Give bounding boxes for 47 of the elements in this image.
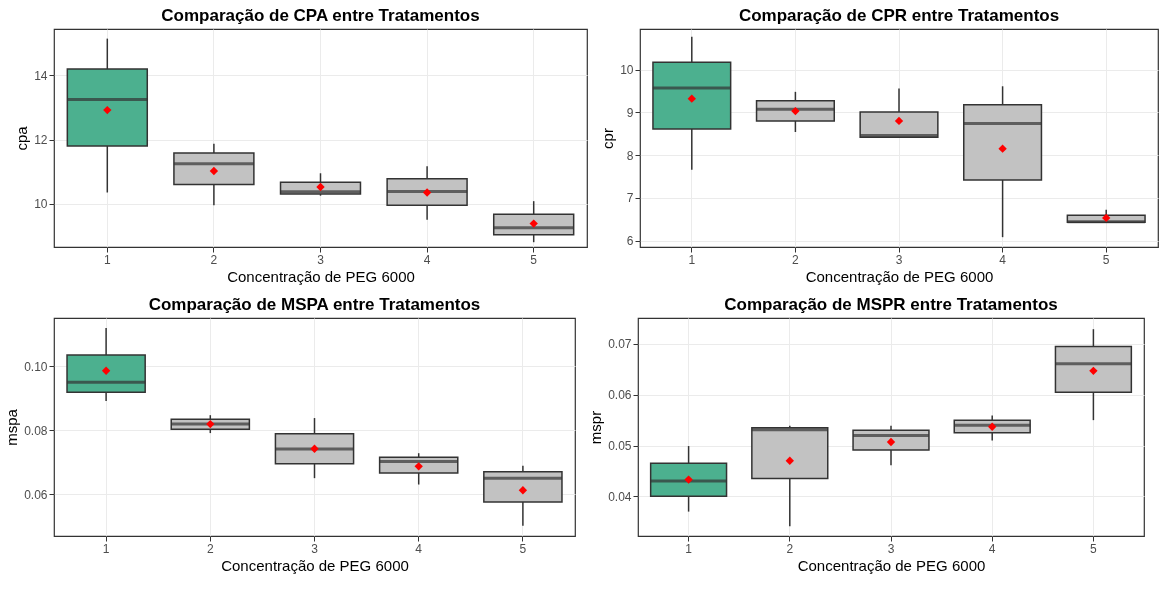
y-tick-label: 0.06 bbox=[24, 487, 48, 502]
y-tick-label: 0.08 bbox=[24, 423, 48, 438]
y-tick-label: 8 bbox=[626, 148, 634, 163]
x-tick-label: 4 bbox=[988, 541, 996, 556]
x-tick-label: 5 bbox=[1102, 252, 1110, 267]
y-axis-title: cpa bbox=[13, 125, 31, 151]
x-tick-label: 2 bbox=[206, 541, 214, 556]
x-tick-label: 4 bbox=[423, 252, 431, 267]
x-tick-label: 3 bbox=[895, 252, 903, 267]
y-tick-label: 0.06 bbox=[608, 388, 632, 403]
chart-title: Comparação de CPA entre Tratamentos bbox=[161, 6, 480, 25]
y-axis-title: mspr bbox=[587, 410, 605, 445]
x-axis-title: Concentração de PEG 6000 bbox=[797, 556, 986, 574]
x-tick-label: 5 bbox=[1090, 541, 1098, 556]
y-tick-label: 0.07 bbox=[608, 337, 632, 352]
x-axis-title: Concentração de PEG 6000 bbox=[221, 556, 409, 574]
x-tick-label: 1 bbox=[685, 541, 693, 556]
y-tick-label: 7 bbox=[626, 191, 634, 206]
y-tick-label: 10 bbox=[620, 63, 634, 78]
y-tick-label: 14 bbox=[34, 68, 48, 83]
x-tick-label: 1 bbox=[103, 252, 111, 267]
y-tick-label: 0.04 bbox=[608, 489, 632, 504]
y-tick-label: 10 bbox=[34, 197, 48, 212]
chart-title: Comparação de CPR entre Tratamentos bbox=[738, 6, 1060, 25]
x-tick-label: 3 bbox=[317, 252, 325, 267]
x-tick-label: 2 bbox=[210, 252, 218, 267]
chart-title: Comparação de MSPA entre Tratamentos bbox=[148, 295, 481, 314]
x-axis-title: Concentração de PEG 6000 bbox=[227, 267, 415, 285]
x-tick-label: 1 bbox=[688, 252, 696, 267]
x-tick-label: 4 bbox=[415, 541, 423, 556]
x-tick-label: 5 bbox=[530, 252, 538, 267]
chart-title: Comparação de MSPR entre Tratamentos bbox=[724, 295, 1058, 314]
x-tick-label: 5 bbox=[519, 541, 527, 556]
y-tick-label: 6 bbox=[626, 234, 634, 249]
x-tick-label: 2 bbox=[786, 541, 794, 556]
x-tick-label: 2 bbox=[792, 252, 800, 267]
x-tick-label: 3 bbox=[311, 541, 319, 556]
y-tick-label: 0.10 bbox=[24, 359, 48, 374]
x-tick-label: 4 bbox=[999, 252, 1007, 267]
y-tick-label: 9 bbox=[626, 105, 634, 120]
x-tick-label: 3 bbox=[887, 541, 895, 556]
y-axis-title: mspa bbox=[3, 408, 21, 446]
y-tick-label: 12 bbox=[34, 133, 48, 148]
x-tick-label: 1 bbox=[102, 541, 110, 556]
y-tick-label: 0.05 bbox=[608, 439, 632, 454]
x-axis-title: Concentração de PEG 6000 bbox=[805, 267, 994, 285]
y-axis-title: cpr bbox=[599, 128, 617, 149]
